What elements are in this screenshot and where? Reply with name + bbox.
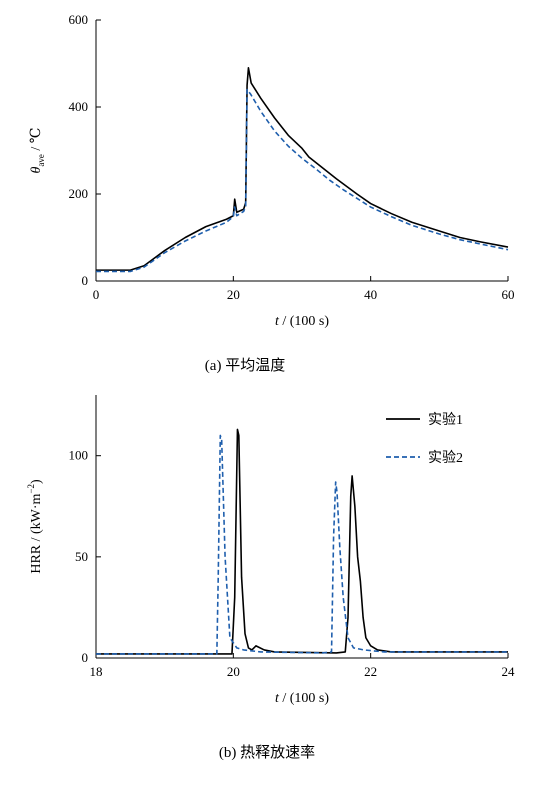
series-line-1	[96, 67, 509, 271]
x-tick-label: 20	[227, 664, 240, 679]
x-tick-label: 24	[502, 664, 516, 679]
y-tick-label: 600	[69, 12, 89, 27]
series-line-1	[96, 428, 508, 655]
x-tick-label: 40	[364, 287, 377, 302]
x-tick-label: 60	[502, 287, 515, 302]
y-tick-label: 0	[82, 273, 89, 288]
caption-b: (b) 热释放速率	[219, 744, 315, 761]
y-axis-label: HRR / (kW·m−2)	[26, 479, 44, 574]
y-tick-label: 100	[69, 448, 89, 463]
x-tick-label: 22	[364, 664, 377, 679]
x-tick-label: 18	[90, 664, 103, 679]
y-tick-label: 200	[69, 186, 89, 201]
x-axis-label: t / (100 s)	[275, 314, 329, 329]
series-line-2	[96, 88, 509, 273]
y-tick-label: 50	[75, 549, 88, 564]
x-tick-label: 20	[227, 287, 240, 302]
chart-b: 18 20 22 24 0 50 100 t / (100 s) HRR / (kW·m−2) 实…	[26, 395, 515, 706]
x-tick-label: 0	[93, 287, 100, 302]
y-axis-label: θave / ℃	[29, 128, 46, 174]
x-axis-label: t / (100 s)	[275, 691, 329, 706]
caption-a: (a) 平均温度	[205, 357, 285, 374]
legend-label-2: 实验2	[428, 450, 463, 466]
legend: 实验1 实验2	[386, 412, 463, 466]
y-tick-label: 0	[82, 650, 89, 665]
series-line-2	[96, 434, 508, 655]
y-tick-label: 400	[69, 99, 89, 114]
legend-label-1: 实验1	[428, 412, 463, 428]
